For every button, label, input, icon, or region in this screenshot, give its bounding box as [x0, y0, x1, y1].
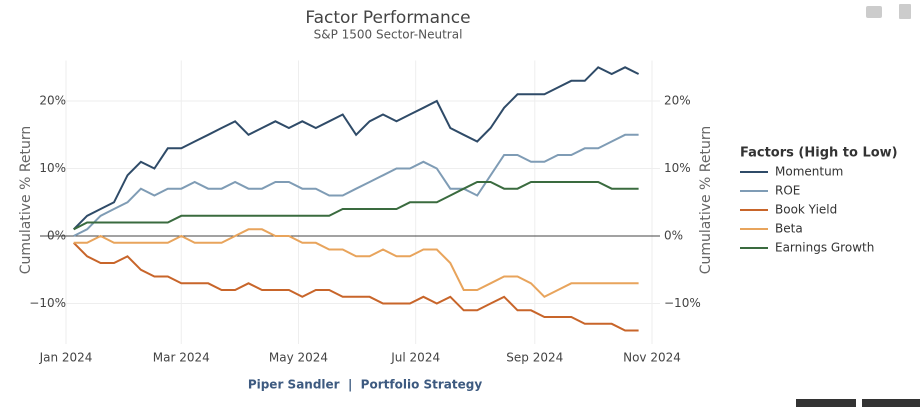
y2-tick-label: 20% — [664, 94, 691, 108]
toolbar[interactable] — [866, 4, 911, 19]
y2-tick-label: 10% — [664, 161, 691, 175]
legend-title: Factors (High to Low) — [740, 146, 898, 161]
x-tick-label: Sep 2024 — [506, 351, 563, 365]
clipboard-icon[interactable] — [899, 4, 911, 19]
x-tick-label: Mar 2024 — [153, 351, 210, 365]
y-tick-label: 10% — [39, 161, 66, 175]
y-tick-label: 20% — [39, 94, 66, 108]
footer: Piper Sandler | Portfolio Strategy — [248, 378, 483, 392]
legend-label: Beta — [775, 222, 803, 236]
series-line — [73, 133, 639, 237]
x-tick-label: Nov 2024 — [623, 351, 681, 365]
camera-icon[interactable] — [866, 6, 882, 18]
overlay-button — [862, 399, 920, 407]
y-axis-title: Cumulative % Return — [18, 126, 34, 275]
overlay-button — [796, 399, 856, 407]
series-line — [73, 181, 639, 231]
chart-title: Factor Performance — [305, 8, 470, 28]
x-tick-label: Jul 2024 — [390, 351, 440, 365]
y2-axis-title: Cumulative % Return — [698, 126, 714, 275]
legend-label: Book Yield — [775, 203, 837, 217]
y-tick-label: 0% — [47, 229, 66, 243]
y2-tick-label: −10% — [664, 296, 701, 310]
chart-subtitle: S&P 1500 Sector-Neutral — [314, 28, 463, 42]
y-tick-label: −10% — [29, 296, 66, 310]
legend-label: Momentum — [775, 165, 843, 179]
legend-label: ROE — [775, 184, 800, 198]
y2-tick-label: 0% — [664, 229, 683, 243]
legend-label: Earnings Growth — [775, 241, 874, 255]
series-line — [72, 242, 639, 332]
series-line — [72, 66, 640, 231]
x-tick-label: Jan 2024 — [39, 351, 93, 365]
x-tick-label: May 2024 — [269, 351, 328, 365]
series-line — [73, 228, 639, 299]
